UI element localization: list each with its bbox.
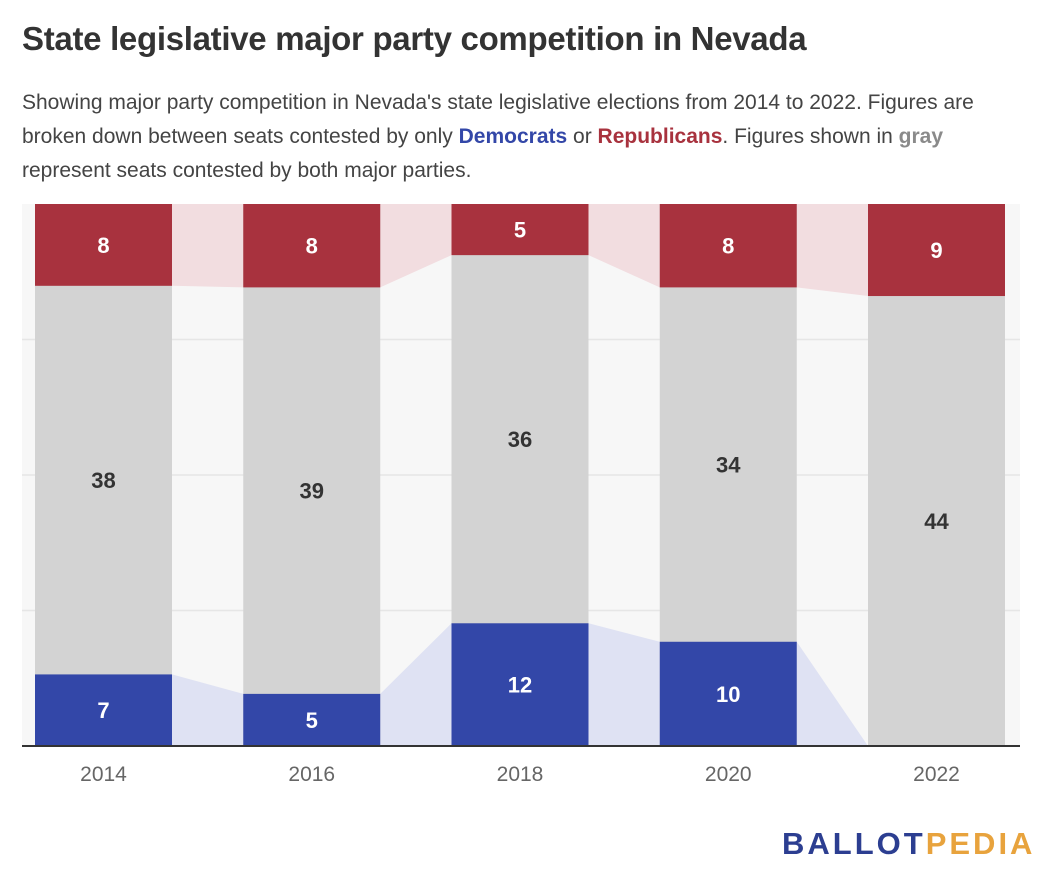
subtitle-text-3: represent seats contested by both major … [22,159,472,182]
democrat-connector-band [588,623,660,746]
republican-value-label: 8 [306,234,318,259]
subtitle-republicans: Republicans [597,125,723,148]
x-tick-label: 2014 [80,763,127,786]
both-parties-value-label: 44 [924,509,949,534]
both-parties-bar [243,204,381,746]
republican-value-label: 9 [930,238,942,263]
both-parties-value-label: 34 [716,453,741,478]
republican-bar [659,204,797,288]
subtitle-text-2: . Figures shown in [722,125,899,148]
republican-bar [35,204,172,286]
x-tick-label: 2022 [913,763,960,786]
democrat-value-label: 7 [97,698,109,723]
republican-connector-band [796,204,868,297]
x-tick-label: 2020 [705,763,752,786]
subtitle-democrats: Democrats [458,125,568,148]
republican-value-label: 8 [722,234,734,259]
democrat-value-label: 5 [306,708,318,733]
subtitle-text-1: Showing major party competition in Nevad… [22,91,974,148]
republican-bar [451,204,589,256]
democrat-bar [243,693,381,746]
ballotpedia-logo: BALLOTPEDIA [782,826,1036,861]
x-tick-label: 2018 [497,763,544,786]
subtitle-gray: gray [898,125,944,148]
democrat-value-label: 12 [508,673,532,698]
democrat-connector-band [380,623,452,746]
stacked-bar-chart: 8 38 7 2014 8 39 5 2016 5 36 12 2018 8 34 10 2020 9 44 202… [22,204,1020,786]
both-parties-bar [35,204,172,746]
democrat-bar [659,641,797,746]
x-tick-label: 2016 [288,763,335,786]
democrat-connector-band [172,674,244,746]
both-parties-value-label: 36 [508,427,532,452]
democrat-value-label: 10 [716,682,740,707]
chart-title: State legislative major party competitio… [22,20,807,57]
both-parties-value-label: 39 [300,479,324,504]
republican-value-label: 5 [514,218,526,243]
republican-bar [243,204,381,288]
both-parties-value-label: 38 [91,468,115,493]
republican-connector-band [588,204,660,288]
subtitle-text-or: or [567,125,598,148]
republican-value-label: 8 [97,233,109,258]
republican-connector-band [172,204,244,288]
chart-subtitle: Showing major party competition in Nevad… [22,86,1022,188]
republican-bar [868,204,1005,297]
democrat-connector-band [796,641,868,746]
democrat-bar [35,674,172,746]
republican-connector-band [380,204,452,288]
democrat-bar [451,623,589,746]
